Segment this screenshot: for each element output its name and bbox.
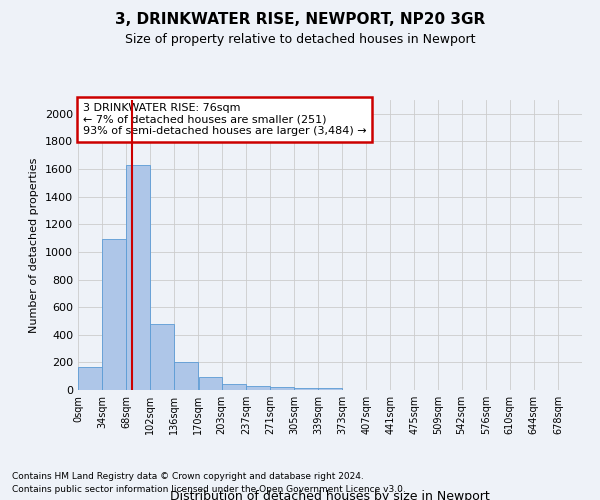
Bar (127, 165, 150, 390)
Text: Contains public sector information licensed under the Open Government Licence v3: Contains public sector information licen… (12, 484, 406, 494)
Bar (318, 388, 342, 390)
Text: Contains HM Land Registry data © Crown copyright and database right 2024.: Contains HM Land Registry data © Crown c… (12, 472, 364, 481)
Bar (78, 367, 102, 390)
Bar (270, 387, 294, 390)
Bar (102, 240, 126, 390)
Text: 3, DRINKWATER RISE, NEWPORT, NP20 3GR: 3, DRINKWATER RISE, NEWPORT, NP20 3GR (115, 12, 485, 28)
Text: 3 DRINKWATER RISE: 76sqm
← 7% of detached houses are smaller (251)
93% of semi-d: 3 DRINKWATER RISE: 76sqm ← 7% of detache… (83, 103, 367, 136)
Text: Size of property relative to detached houses in Newport: Size of property relative to detached ho… (125, 32, 475, 46)
Y-axis label: Number of detached properties: Number of detached properties (29, 158, 40, 332)
X-axis label: Distribution of detached houses by size in Newport: Distribution of detached houses by size … (170, 490, 490, 500)
Bar (151, 324, 174, 390)
Bar (175, 362, 198, 390)
Bar (294, 388, 318, 390)
Bar (199, 377, 222, 390)
Bar (246, 386, 269, 390)
Bar (222, 384, 245, 390)
